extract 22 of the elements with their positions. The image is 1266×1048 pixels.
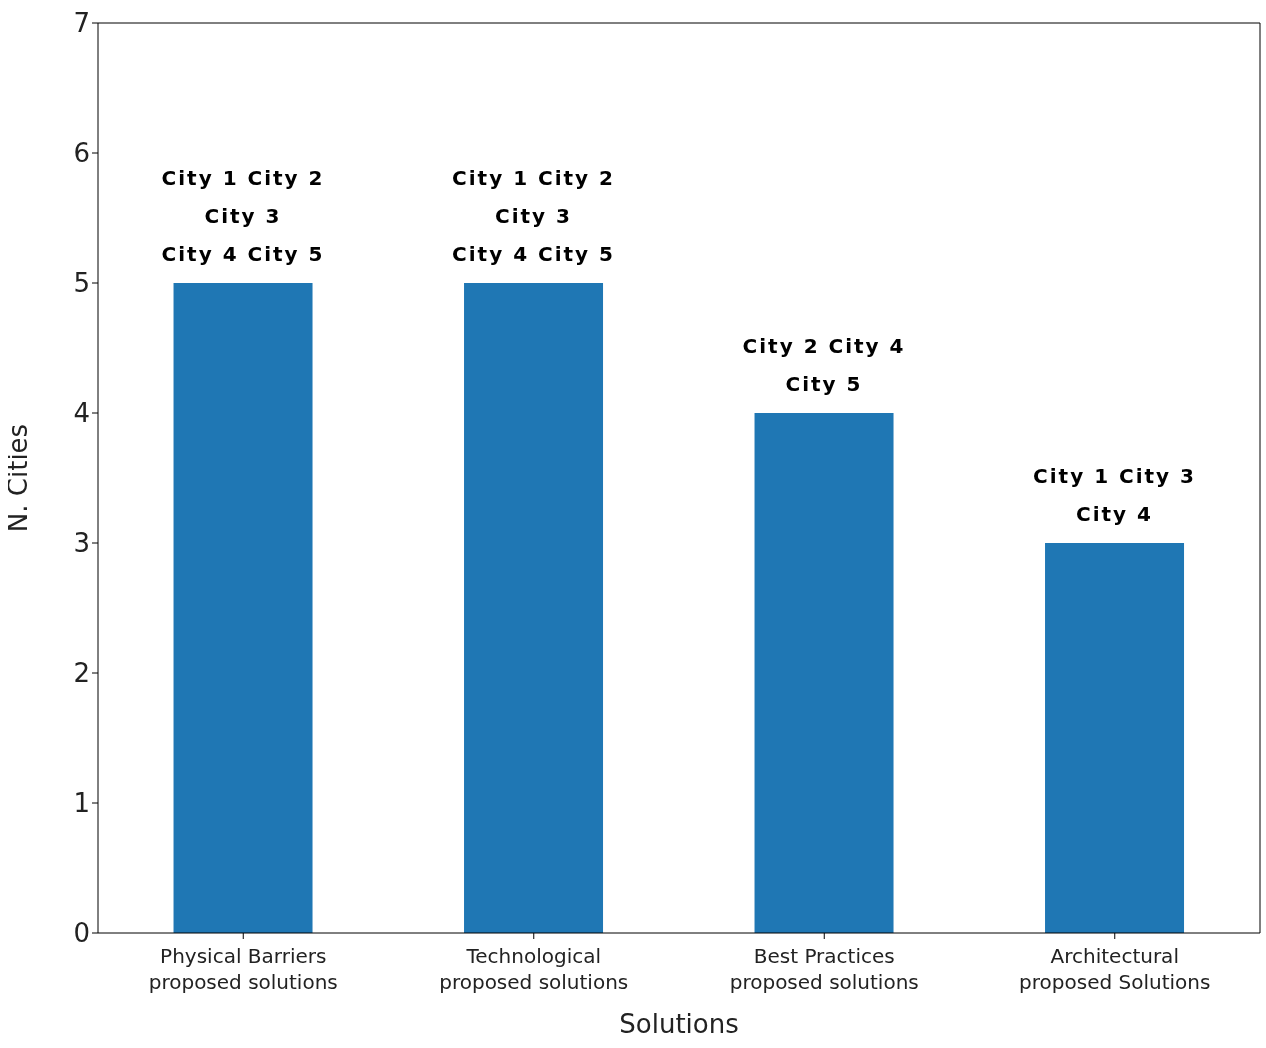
x-axis-title: Solutions bbox=[619, 1009, 739, 1039]
annotation: City 1 City 3 City 4 bbox=[1033, 464, 1197, 526]
x-tick-label: Best Practices proposed solutions bbox=[729, 944, 919, 994]
y-tick-label: 5 bbox=[73, 268, 90, 299]
y-tick-label: 1 bbox=[73, 788, 90, 819]
bar bbox=[754, 413, 894, 933]
y-tick-label: 3 bbox=[73, 528, 90, 559]
x-tick-label: Architectural proposed Solutions bbox=[1019, 944, 1211, 994]
x-tick-label: Technological proposed solutions bbox=[439, 944, 629, 994]
x-tick-label: Physical Barriers proposed solutions bbox=[148, 944, 338, 994]
y-tick-label: 7 bbox=[73, 8, 90, 39]
y-tick-label: 6 bbox=[73, 138, 90, 169]
y-axis-title: N. Cities bbox=[3, 423, 34, 533]
y-tick-label: 4 bbox=[73, 398, 90, 429]
annotation: City 1 City 2 City 3 City 4 City 5 bbox=[161, 166, 325, 266]
bar bbox=[173, 283, 313, 933]
y-tick-label: 2 bbox=[73, 658, 90, 689]
annotation: City 1 City 2 City 3 City 4 City 5 bbox=[452, 166, 616, 266]
annotation: City 2 City 4 City 5 bbox=[742, 334, 906, 396]
y-tick-label: 0 bbox=[73, 918, 90, 949]
bar bbox=[1045, 543, 1185, 933]
bar bbox=[464, 283, 604, 933]
